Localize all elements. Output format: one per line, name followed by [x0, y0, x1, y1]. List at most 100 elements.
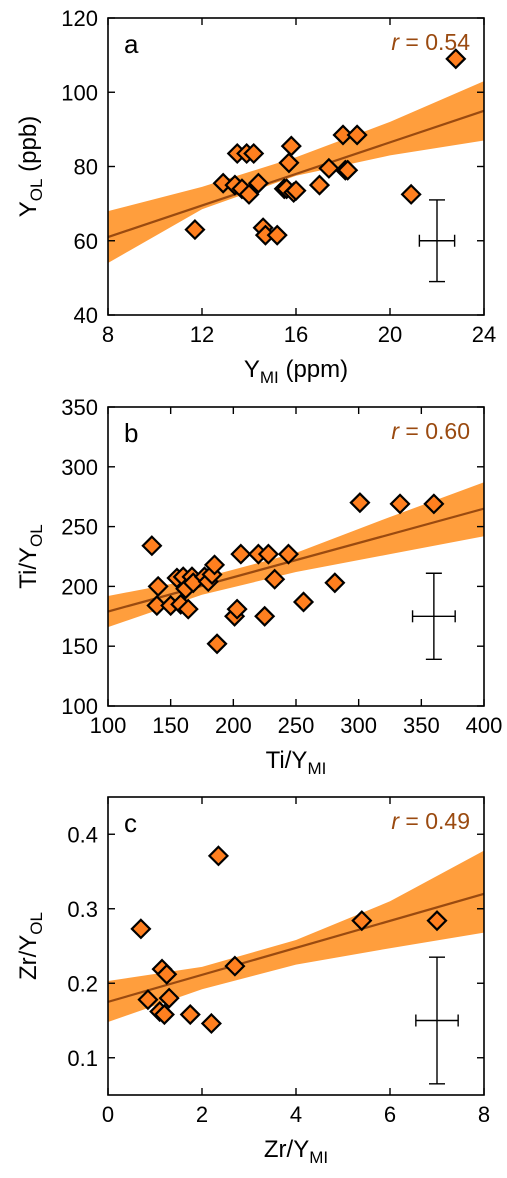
data-point [423, 493, 445, 515]
y-axis-label-subscript: OL [27, 179, 46, 202]
data-point [179, 1003, 201, 1026]
x-axis-label-main: Y [244, 356, 260, 383]
data-point [400, 183, 422, 205]
x-tick-label: 400 [466, 713, 503, 738]
data-point [318, 157, 340, 179]
data-point [351, 910, 373, 932]
x-tick-label: 300 [340, 713, 377, 738]
data-point [426, 910, 448, 932]
data-point [238, 183, 260, 205]
x-axis-label-subscript: MI [309, 1148, 328, 1167]
y-axis-label-main: Ti/Y [15, 547, 42, 589]
data-point [277, 543, 300, 565]
x-axis-label-unit: (ppm) [279, 356, 348, 383]
x-tick-label: 8 [102, 322, 114, 347]
data-point [156, 963, 178, 985]
x-tick-label: 350 [403, 713, 440, 738]
x-axis-label: Ti/YMI [266, 747, 327, 778]
y-tick-label: 200 [61, 574, 98, 599]
panel-letter: a [124, 29, 139, 59]
panel-b: 100 150 200 250 300 350 400 100 150 200 250 300 350 b… [15, 395, 502, 778]
data-point [141, 535, 163, 557]
y-tick-label: 0.3 [67, 897, 98, 922]
y-axis-label-subscript: OL [27, 912, 46, 935]
data-point [254, 605, 276, 627]
y-axis-label-main: Zr/Y [15, 935, 42, 980]
y-tick-label: 0.2 [67, 971, 98, 996]
y-tick-label: 0.1 [67, 1046, 98, 1071]
y-axis-label-main: Y [15, 201, 42, 217]
panel-letter: c [124, 808, 137, 838]
x-tick-label: 200 [215, 713, 252, 738]
y-axis-label: Ti/YOL [15, 524, 46, 588]
x-axis-label-subscript: MI [260, 368, 279, 387]
regression-line [108, 109, 484, 239]
data-point [130, 918, 152, 940]
error-bar [418, 199, 456, 283]
x-tick-label: 16 [284, 322, 308, 347]
correlation-label: r = 0.49 [391, 808, 470, 834]
y-tick-label: 100 [61, 80, 98, 105]
correlation-label: r = 0.54 [391, 29, 470, 55]
data-point [278, 152, 300, 174]
data-point [264, 568, 286, 590]
data-point [224, 955, 246, 977]
data-point [346, 124, 368, 146]
x-axis-label-subscript: MI [307, 759, 326, 778]
data-point [153, 1003, 175, 1026]
data-point [230, 543, 252, 565]
data-point [445, 48, 467, 70]
y-tick-label: 150 [61, 634, 98, 659]
data-point [349, 492, 371, 514]
x-tick-label: 24 [472, 322, 496, 347]
data-point [184, 219, 206, 241]
y-tick-label: 120 [61, 6, 98, 31]
x-tick-label: 8 [478, 1102, 490, 1127]
data-point [337, 159, 359, 181]
x-axis-label-main: Zr/Y [264, 1136, 309, 1163]
panel-letter: b [124, 418, 138, 448]
y-tick-label: 250 [61, 515, 98, 540]
x-tick-label: 250 [278, 713, 315, 738]
x-tick-label: 20 [378, 322, 402, 347]
x-tick-label: 0 [102, 1102, 114, 1127]
correlation-value: = 0.49 [405, 808, 470, 834]
data-point [247, 172, 269, 194]
data-point [158, 987, 180, 1009]
confidence-band [108, 850, 484, 1022]
x-axis-label: YMI (ppm) [244, 356, 348, 387]
data-point [280, 135, 302, 157]
y-axis-label-unit: (ppb) [15, 116, 42, 179]
data-point [207, 845, 230, 867]
error-bar [411, 572, 456, 661]
x-axis-label: Zr/YMI [264, 1136, 328, 1167]
data-point [266, 224, 288, 246]
x-tick-label: 150 [152, 713, 189, 738]
y-tick-label: 80 [74, 155, 98, 180]
error-bar [415, 956, 459, 1085]
y-axis-label-subscript: OL [27, 524, 46, 547]
data-point [389, 493, 411, 515]
data-point [200, 1012, 222, 1035]
correlation-value: = 0.54 [405, 29, 470, 55]
data-point [137, 989, 159, 1011]
data-point [177, 598, 199, 620]
data-point [308, 174, 331, 196]
data-point [203, 554, 226, 576]
data-point [243, 142, 265, 165]
correlation-value: = 0.60 [405, 418, 470, 444]
confidence-band [108, 81, 484, 263]
correlation-label: r = 0.60 [391, 418, 470, 444]
x-tick-label: 100 [90, 713, 127, 738]
x-tick-label: 6 [384, 1102, 396, 1127]
data-point [206, 633, 228, 655]
data-point [292, 591, 315, 613]
y-axis-label: YOL (ppb) [15, 116, 46, 217]
correlation-symbol: r [391, 29, 400, 55]
data-point [146, 594, 168, 617]
x-tick-label: 12 [190, 322, 214, 347]
regression-line [108, 892, 484, 1003]
